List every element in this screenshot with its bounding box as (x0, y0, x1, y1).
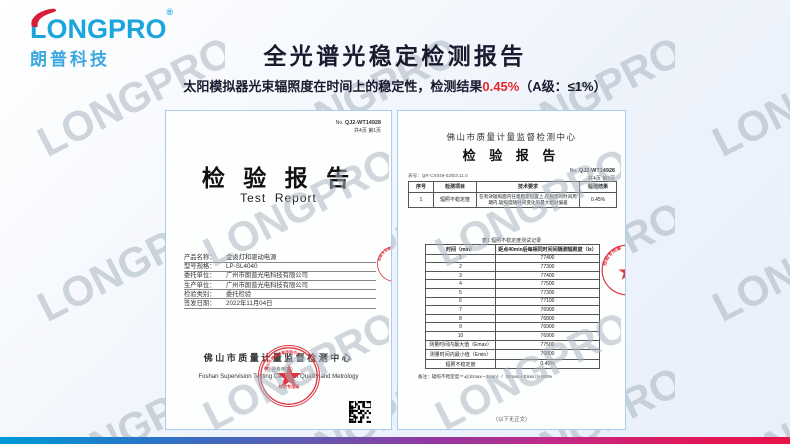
svg-text:检验专用章: 检验专用章 (376, 245, 392, 261)
svg-text:检验专用章: 检验专用章 (601, 244, 623, 266)
